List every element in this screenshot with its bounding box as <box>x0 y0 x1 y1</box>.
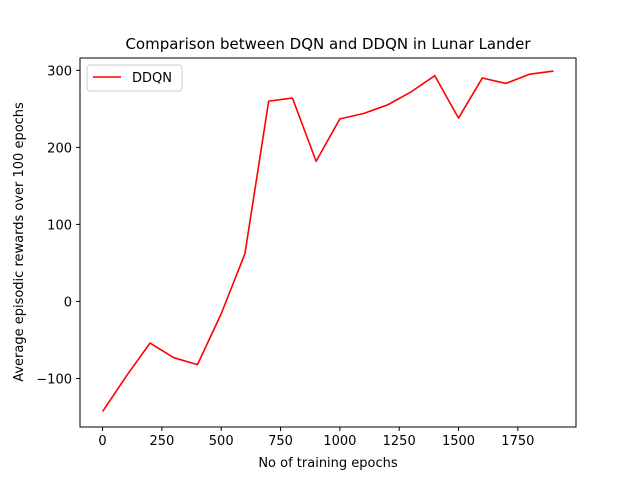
x-tick-label: 1250 <box>383 434 416 449</box>
x-axis: 0 250 500 750 1000 1250 1500 1750 <box>98 427 534 449</box>
x-tick-label: 1750 <box>501 434 534 449</box>
plot-area <box>101 70 554 413</box>
x-tick-label: 1000 <box>323 434 356 449</box>
legend-box <box>86 64 183 92</box>
x-tick-label: 250 <box>149 434 174 449</box>
axes-frame <box>79 57 577 428</box>
y-tick-label: 100 <box>47 218 72 233</box>
series-line-ddqn <box>101 70 554 413</box>
y-axis: −100 0 100 200 300 <box>36 64 80 387</box>
legend: DDQN <box>86 64 183 92</box>
y-tick-label: −100 <box>36 372 72 387</box>
x-tick-label: 500 <box>209 434 234 449</box>
y-tick-label: 0 <box>64 295 72 310</box>
chart-title: Comparison between DQN and DDQN in Lunar… <box>125 35 531 53</box>
y-tick-label: 200 <box>47 141 72 156</box>
legend-label-ddqn: DDQN <box>132 71 172 86</box>
y-axis-label: Average episodic rewards over 100 epochs <box>12 102 27 382</box>
x-tick-label: 750 <box>268 434 293 449</box>
x-axis-label: No of training epochs <box>258 456 398 471</box>
x-tick-label: 0 <box>98 434 106 449</box>
x-tick-label: 1500 <box>442 434 475 449</box>
y-tick-label: 300 <box>47 64 72 79</box>
